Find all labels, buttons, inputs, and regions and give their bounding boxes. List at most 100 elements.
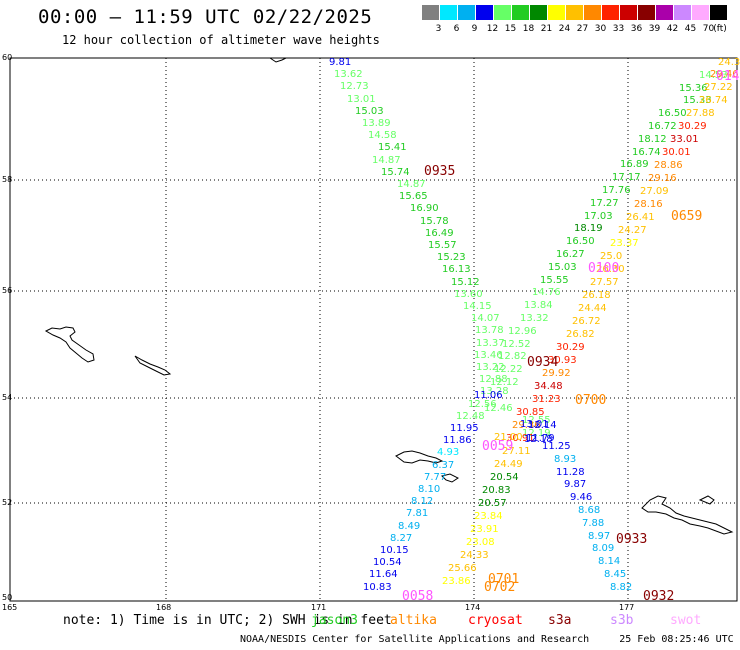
wave-height-value: 13.46 bbox=[474, 349, 503, 361]
pass-time-label: 0059 bbox=[482, 439, 514, 454]
wave-height-value: 20.54 bbox=[490, 472, 519, 483]
wave-height-value: 24.49 bbox=[494, 459, 523, 470]
wave-height-value: 11.86 bbox=[443, 435, 472, 447]
wave-height-value: 8.49 bbox=[398, 520, 421, 532]
pass-time-label: 0702 bbox=[484, 580, 516, 595]
wave-height-value: 15.78 bbox=[420, 215, 449, 227]
island-small-west bbox=[268, 57, 287, 63]
wave-height-value: 8.14 bbox=[598, 556, 621, 568]
legend-swatch bbox=[710, 5, 727, 20]
wave-height-value: 15.55 bbox=[540, 274, 569, 286]
island-kiska bbox=[395, 450, 444, 464]
wave-height-value: 16.50 bbox=[658, 108, 687, 120]
footer-source: NOAA/NESDIS Center for Satellite Applica… bbox=[240, 634, 590, 645]
legend-swatch bbox=[494, 5, 511, 20]
wave-height-value: 33.01 bbox=[670, 134, 699, 145]
map-frame bbox=[9, 57, 738, 602]
wave-height-value: 29.92 bbox=[542, 368, 571, 379]
legend-swatch bbox=[530, 5, 547, 20]
wave-height-value: 14.58 bbox=[368, 130, 397, 142]
wave-height-value: 8.82 bbox=[610, 581, 633, 593]
wave-height-value: 6.37 bbox=[432, 459, 455, 471]
legend-label: 12 bbox=[486, 24, 499, 34]
wave-height-value: 12.48 bbox=[456, 410, 485, 422]
wave-height-value: 26.30 bbox=[596, 264, 625, 275]
wave-height-value: 11.79 bbox=[526, 433, 555, 444]
wave-height-value: 14.07 bbox=[471, 313, 500, 325]
wave-height-value: 13.22 bbox=[476, 362, 505, 373]
wave-height-value: 14.53 bbox=[699, 69, 728, 81]
wave-height-value: 15.03 bbox=[548, 261, 577, 273]
wave-height-value: 17.17 bbox=[612, 172, 641, 184]
legend-label: 21 bbox=[540, 24, 553, 34]
wave-height-value: 15.65 bbox=[399, 191, 428, 203]
wave-height-value: 26.74 bbox=[699, 95, 728, 106]
legend-swatch bbox=[440, 5, 457, 20]
wave-height-value: 15.36 bbox=[679, 82, 708, 94]
wave-height-value: 8.93 bbox=[554, 453, 577, 465]
wave-height-value: 14.87 bbox=[372, 154, 401, 166]
wave-height-value: 28.86 bbox=[654, 160, 683, 171]
wave-height-value: 15.41 bbox=[378, 142, 407, 154]
wave-height-value: 24.33 bbox=[460, 550, 489, 561]
graticule bbox=[10, 58, 737, 601]
wave-height-value: 7.77 bbox=[424, 471, 447, 483]
wave-height-value: 23.86 bbox=[442, 576, 471, 587]
wave-height-value: 12.55 bbox=[522, 415, 551, 427]
wave-height-value: 14.87 bbox=[397, 179, 426, 190]
pass-time-label: 0659 bbox=[671, 209, 703, 224]
wave-height-value: 7.88 bbox=[582, 517, 605, 529]
pass-time-label: 0143 bbox=[716, 69, 740, 84]
wave-height-value: 13.01 bbox=[347, 93, 376, 105]
wave-height-value: 11.25 bbox=[542, 441, 571, 452]
coastline bbox=[44, 57, 734, 535]
wave-height-value: 29.16 bbox=[648, 173, 677, 184]
footer-timestamp: 25 Feb 08:25:46 UTC 2025 bbox=[619, 634, 740, 645]
satellite-label: altika bbox=[390, 613, 437, 628]
lon-label: 177 bbox=[619, 603, 635, 612]
wave-height-value: 30.01 bbox=[662, 147, 691, 158]
wave-height-value: 11.06 bbox=[474, 389, 503, 401]
legend-label: 39 bbox=[648, 24, 661, 34]
wave-height-value: 15.74 bbox=[381, 166, 410, 178]
wave-height-value: 15.12 bbox=[451, 276, 480, 288]
wave-height-value: 13.84 bbox=[524, 300, 553, 312]
wave-height-value: 14.76 bbox=[532, 287, 561, 299]
wave-height-value: 27.22 bbox=[704, 82, 733, 93]
legend-swatch bbox=[656, 5, 673, 20]
wave-height-value: 11.28 bbox=[556, 466, 585, 478]
lon-label: 165 bbox=[2, 603, 18, 612]
wave-height-value: 26.41 bbox=[626, 212, 655, 223]
wave-height-value: 28.16 bbox=[634, 199, 663, 210]
pass-time-label: 0934 bbox=[527, 355, 559, 370]
legend-label: 42 bbox=[666, 24, 679, 34]
wave-height-value: 15.03 bbox=[355, 105, 384, 117]
legend-label: 33 bbox=[612, 24, 625, 34]
wave-height-value: 7.81 bbox=[406, 508, 429, 520]
satellite-label: jason3 bbox=[311, 613, 358, 628]
pass-time-label: 0935 bbox=[424, 164, 456, 179]
wave-height-value: 16.74 bbox=[632, 146, 661, 158]
legend-label: 9 bbox=[471, 24, 478, 34]
wave-height-value: 25.0 bbox=[600, 251, 623, 262]
pass-time-label: 0932 bbox=[643, 589, 675, 604]
legend-label: 36 bbox=[630, 24, 643, 34]
wave-height-value: 27.09 bbox=[640, 186, 669, 197]
wave-height-value: 24.3 bbox=[718, 57, 740, 68]
wave-height-value: 14.15 bbox=[463, 301, 492, 312]
wave-height-value: 23.37 bbox=[610, 238, 639, 249]
pass-time-label: 0058 bbox=[402, 589, 434, 604]
legend-label: 27 bbox=[576, 24, 589, 34]
wave-height-value: 30.29 bbox=[678, 121, 707, 132]
wave-height-value: 12.14 bbox=[528, 420, 557, 431]
legend-label: 70 bbox=[702, 24, 715, 34]
wave-height-value: 8.12 bbox=[411, 496, 434, 508]
wave-height-value: 12.52 bbox=[502, 338, 531, 350]
island-agattu bbox=[134, 355, 172, 376]
wave-height-value: 13.78 bbox=[475, 325, 504, 337]
wave-height-value: 13.28 bbox=[480, 386, 509, 398]
wave-height-value: 12.56 bbox=[468, 398, 497, 410]
wave-height-value: 23.84 bbox=[474, 511, 503, 522]
wave-height-value: 8.45 bbox=[604, 569, 627, 580]
